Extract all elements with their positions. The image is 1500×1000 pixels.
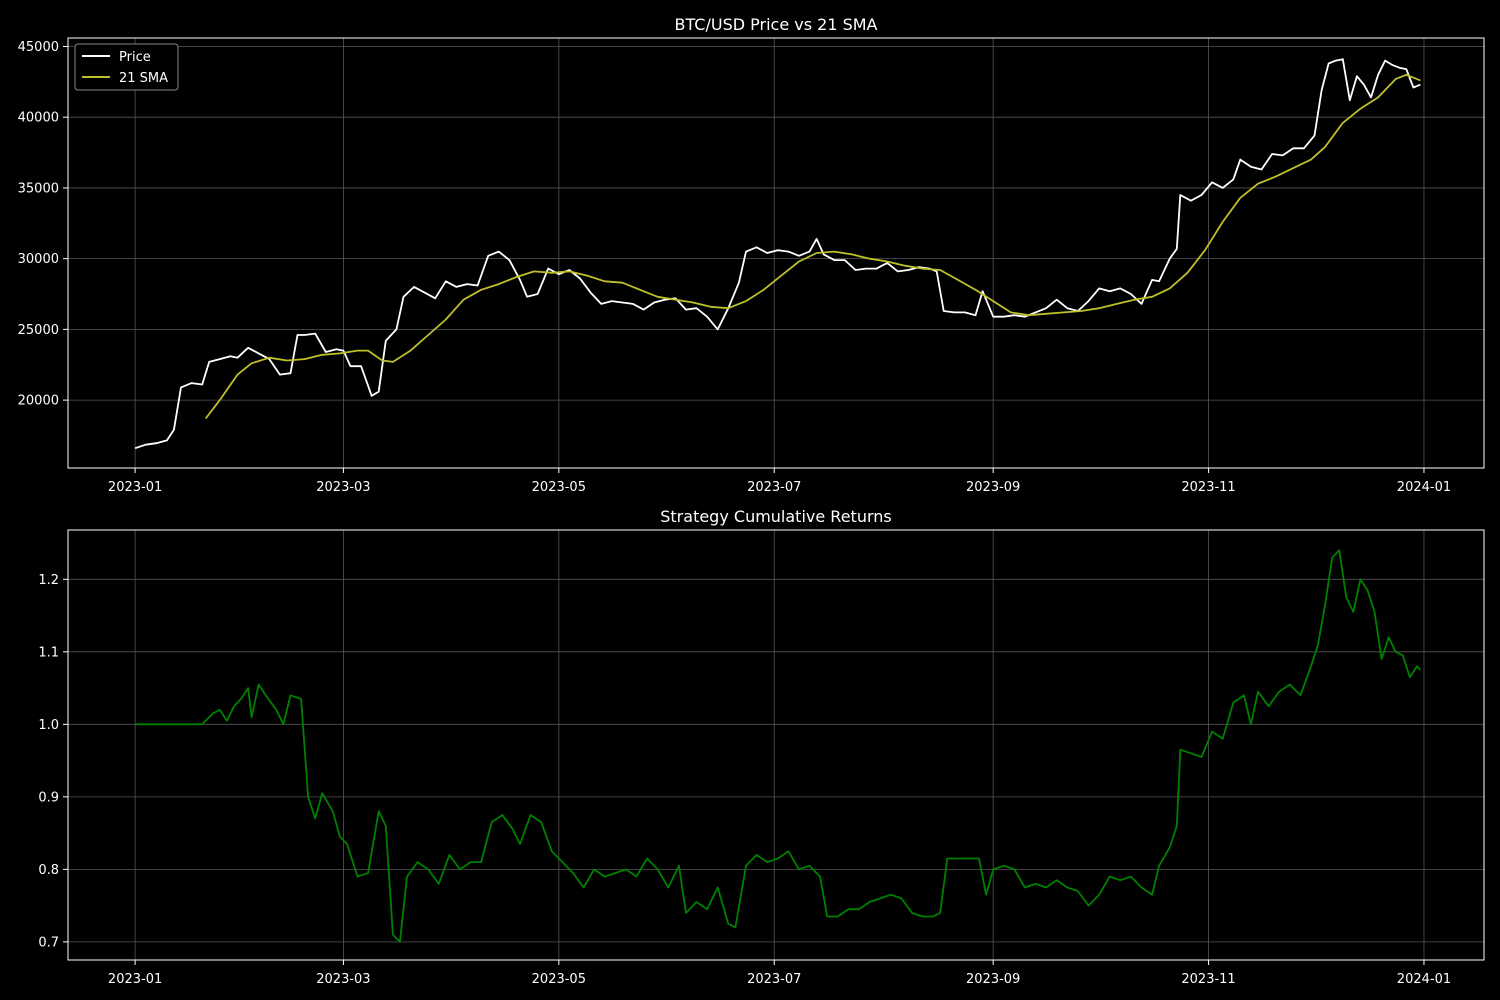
y-tick-label: 25000 — [18, 323, 59, 338]
x-tick-label: 2023-01 — [108, 480, 162, 495]
returns-axes-frame — [67, 529, 1485, 961]
returns-series — [135, 549, 1422, 943]
y-tick-label: 0.9 — [38, 790, 59, 805]
returns-ticks: 2023-01 2023-03 2023-05 2023-07 2023-09 2023-… — [38, 573, 1451, 987]
y-tick-label: 0.8 — [38, 863, 59, 878]
y-tick-label: 35000 — [18, 181, 59, 196]
x-tick-label: 2024-01 — [1397, 480, 1451, 495]
y-tick-label: 20000 — [18, 394, 59, 409]
x-tick-label: 2023-05 — [532, 480, 586, 495]
x-tick-label: 2023-09 — [966, 480, 1020, 495]
y-tick-label: 40000 — [18, 111, 59, 126]
price-chart-title: BTC/USD Price vs 21 SMA — [674, 15, 877, 34]
legend-sma-label: 21 SMA — [119, 71, 168, 86]
legend-price-label: Price — [119, 50, 151, 65]
price-series-line — [134, 58, 1421, 450]
y-tick-label: 0.7 — [38, 935, 59, 950]
y-tick-label: 30000 — [18, 252, 59, 267]
returns-grid — [68, 530, 1484, 960]
x-tick-label: 2023-01 — [108, 972, 162, 987]
x-tick-label: 2023-07 — [747, 972, 801, 987]
price-panel: BTC/USD Price vs 21 SMA 2023-01 2023-03 20… — [18, 15, 1485, 495]
x-tick-label: 2023-11 — [1181, 480, 1235, 495]
x-tick-label: 2023-09 — [966, 972, 1020, 987]
x-tick-label: 2023-03 — [316, 480, 370, 495]
price-ticks: 2023-01 2023-03 2023-05 2023-07 2023-09 2023-… — [18, 40, 1451, 495]
price-axes-frame — [67, 37, 1485, 469]
y-tick-label: 1.2 — [38, 573, 59, 588]
21-sma-series-line — [204, 73, 1421, 420]
returns-series-line — [135, 549, 1422, 943]
y-tick-label: 1.1 — [38, 645, 59, 660]
returns-panel: Strategy Cumulative Returns 2023-01 2023-… — [38, 507, 1485, 987]
returns-chart-title: Strategy Cumulative Returns — [660, 507, 891, 526]
x-tick-label: 2023-11 — [1181, 972, 1235, 987]
y-tick-label: 45000 — [18, 40, 59, 55]
y-tick-label: 1.0 — [38, 718, 59, 733]
x-tick-label: 2023-03 — [316, 972, 370, 987]
price-grid — [68, 38, 1484, 468]
x-tick-label: 2023-05 — [532, 972, 586, 987]
x-tick-label: 2023-07 — [747, 480, 801, 495]
price-series — [134, 58, 1421, 450]
x-tick-label: 2024-01 — [1397, 972, 1451, 987]
price-legend: Price 21 SMA — [74, 43, 179, 91]
